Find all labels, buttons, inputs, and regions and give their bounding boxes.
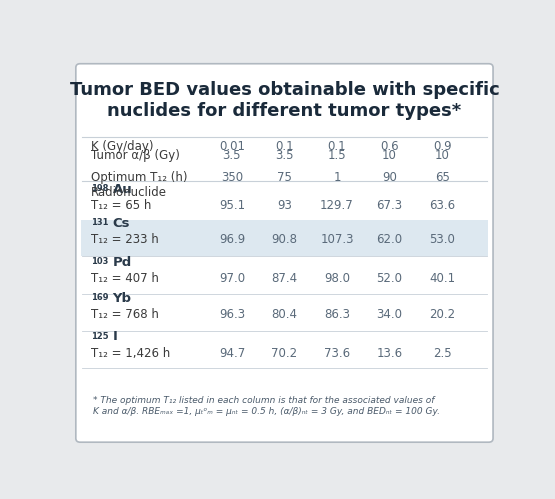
Text: T₁₂ = 407 h: T₁₂ = 407 h <box>90 271 159 284</box>
Text: 0.1: 0.1 <box>327 140 346 153</box>
Text: Yb: Yb <box>113 292 132 305</box>
Text: Optimum T₁₂ (h)
Radionuclide: Optimum T₁₂ (h) Radionuclide <box>90 171 187 199</box>
Text: Au: Au <box>113 183 132 196</box>
Text: 3.5: 3.5 <box>275 149 294 163</box>
Text: 1.5: 1.5 <box>327 149 346 163</box>
Text: 93: 93 <box>277 199 292 212</box>
Text: 75: 75 <box>277 171 292 184</box>
Text: T₁₂ = 768 h: T₁₂ = 768 h <box>90 308 159 321</box>
Text: 2.5: 2.5 <box>433 346 451 360</box>
FancyBboxPatch shape <box>76 64 493 442</box>
Text: K and α/β. RBEₘₐₓ =1, μₜᵒₘ = μₙₜ = 0.5 h, (α/β)ₙₜ = 3 Gy, and BEDₙₜ = 100 Gy.: K and α/β. RBEₘₐₓ =1, μₜᵒₘ = μₙₜ = 0.5 h… <box>93 407 440 416</box>
Text: Cs: Cs <box>113 217 130 230</box>
Text: Pd: Pd <box>113 255 132 268</box>
Text: 97.0: 97.0 <box>219 271 245 284</box>
Text: 52.0: 52.0 <box>376 271 402 284</box>
Text: 10: 10 <box>435 149 450 163</box>
Text: 98.0: 98.0 <box>324 271 350 284</box>
Text: * The optimum T₁₂ listed in each column is that for the associated values of: * The optimum T₁₂ listed in each column … <box>93 396 435 405</box>
Text: 0.9: 0.9 <box>433 140 451 153</box>
FancyBboxPatch shape <box>80 220 488 256</box>
Text: 34.0: 34.0 <box>376 308 402 321</box>
Text: 96.3: 96.3 <box>219 308 245 321</box>
Text: 73.6: 73.6 <box>324 346 350 360</box>
Text: 80.4: 80.4 <box>271 308 297 321</box>
Text: K (Gy/day): K (Gy/day) <box>90 140 153 153</box>
Text: 70.2: 70.2 <box>271 346 297 360</box>
Text: 169: 169 <box>90 293 108 302</box>
Text: 103: 103 <box>90 257 108 266</box>
Text: 62.0: 62.0 <box>376 233 402 246</box>
Text: Tumor BED values obtainable with specific
nuclides for different tumor types*: Tumor BED values obtainable with specifi… <box>69 81 500 120</box>
Text: 87.4: 87.4 <box>271 271 297 284</box>
Text: 3.5: 3.5 <box>223 149 241 163</box>
Text: 10: 10 <box>382 149 397 163</box>
Text: 129.7: 129.7 <box>320 199 354 212</box>
Text: 40.1: 40.1 <box>429 271 455 284</box>
Text: 63.6: 63.6 <box>429 199 455 212</box>
Text: 131: 131 <box>90 219 108 228</box>
Text: 96.9: 96.9 <box>219 233 245 246</box>
Text: 0.1: 0.1 <box>275 140 294 153</box>
Text: 67.3: 67.3 <box>376 199 402 212</box>
Text: 86.3: 86.3 <box>324 308 350 321</box>
Text: 13.6: 13.6 <box>376 346 402 360</box>
Text: 90: 90 <box>382 171 397 184</box>
Text: T₁₂ = 1,426 h: T₁₂ = 1,426 h <box>90 346 170 360</box>
Text: T₁₂ = 233 h: T₁₂ = 233 h <box>90 233 158 246</box>
Text: 53.0: 53.0 <box>429 233 455 246</box>
Text: 90.8: 90.8 <box>271 233 297 246</box>
Text: I: I <box>113 330 118 343</box>
Text: 107.3: 107.3 <box>320 233 354 246</box>
Text: 0.01: 0.01 <box>219 140 245 153</box>
Text: 125: 125 <box>90 332 108 341</box>
Text: Tumor α/β (Gy): Tumor α/β (Gy) <box>90 149 179 163</box>
Text: T₁₂ = 65 h: T₁₂ = 65 h <box>90 199 151 212</box>
Text: 0.6: 0.6 <box>380 140 399 153</box>
Text: 20.2: 20.2 <box>429 308 455 321</box>
Text: 198: 198 <box>90 184 108 193</box>
Text: 65: 65 <box>435 171 450 184</box>
Text: 94.7: 94.7 <box>219 346 245 360</box>
Text: 1: 1 <box>333 171 341 184</box>
Text: 350: 350 <box>221 171 243 184</box>
Text: 95.1: 95.1 <box>219 199 245 212</box>
